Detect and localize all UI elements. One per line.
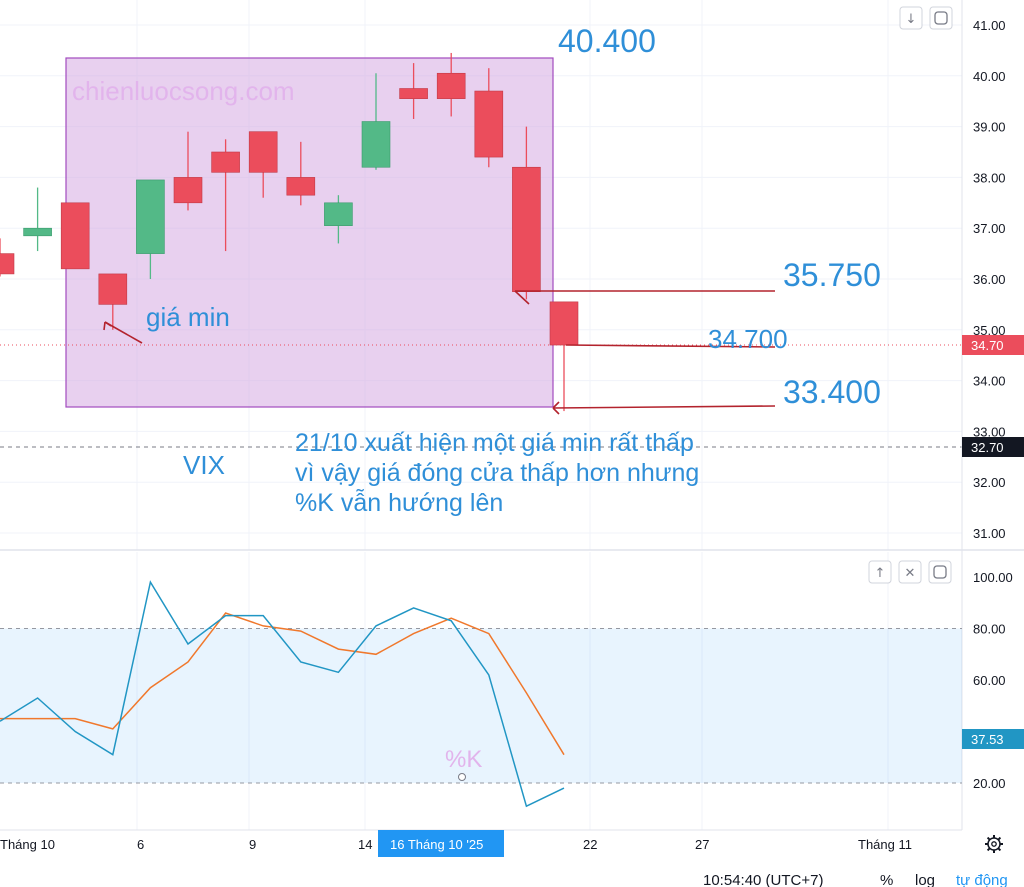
- candle: [512, 126, 541, 300]
- y-tick-label: 20.00: [973, 776, 1006, 791]
- candles: [0, 52, 579, 412]
- y-tick-label: 38.00: [973, 170, 1006, 185]
- maximize-pane-button[interactable]: [929, 6, 953, 30]
- candle-body: [211, 151, 240, 173]
- annotation-lines: [103, 290, 776, 415]
- candle-body: [136, 179, 165, 254]
- arrow-down-icon: ↓: [906, 12, 917, 27]
- y-tick-label: 32.00: [973, 475, 1006, 490]
- y-tick-label: 39.00: [973, 120, 1006, 135]
- y-tick-label: 40.00: [973, 69, 1006, 84]
- y-tick-label: 80.00: [973, 622, 1006, 637]
- y-tick-label: 36.00: [973, 272, 1006, 287]
- x-tick-label: Tháng 10: [0, 837, 55, 852]
- stochastic-grid: [136, 552, 889, 830]
- note-line-3: %K vẫn hướng lên: [295, 488, 503, 517]
- stochastic-band: [0, 628, 962, 783]
- candle-body: [0, 253, 15, 275]
- last-price-tag-text: 34.70: [971, 338, 1004, 353]
- x-tick-label: 27: [695, 837, 709, 852]
- candle-body: [23, 227, 52, 237]
- arrow-up-icon: ↑: [875, 566, 886, 581]
- candle-body: [98, 273, 128, 305]
- candle-body: [549, 301, 579, 346]
- auto-toggle[interactable]: tự động: [956, 872, 1008, 887]
- stochastic-k-line: [0, 580, 565, 808]
- candle-body: [286, 177, 316, 196]
- log-toggle[interactable]: log: [915, 872, 935, 887]
- close-annotation: 34.700: [708, 324, 788, 354]
- candle: [23, 187, 52, 252]
- scroll-down-button[interactable]: ↓: [899, 6, 923, 30]
- candle: [324, 195, 353, 244]
- close-pane-button[interactable]: ✕: [898, 560, 922, 584]
- candle-body: [436, 72, 466, 99]
- y-tick-label: 37.00: [973, 221, 1006, 236]
- y-tick-label: 60.00: [973, 673, 1006, 688]
- y-tick-label: 33.00: [973, 424, 1006, 439]
- maximize-stochastic-button[interactable]: [928, 560, 952, 584]
- status-time: 10:54:40 (UTC+7): [703, 872, 823, 887]
- candle: [211, 139, 240, 252]
- candle: [436, 52, 466, 117]
- y-tick-label: 35.00: [973, 323, 1006, 338]
- gear-icon[interactable]: [985, 835, 1003, 853]
- min-annotation: giá min: [146, 302, 230, 332]
- candle: [399, 63, 428, 119]
- price-axis[interactable]: 41.00 40.00 39.00 38.00 37.00 36.00 35.00 34.00…: [973, 18, 1006, 541]
- y-tick-label: 31.00: [973, 526, 1006, 541]
- candle: [98, 273, 128, 330]
- marker-price-tag: [962, 437, 1024, 457]
- candle: [173, 131, 203, 211]
- candle: [361, 73, 391, 170]
- k-label-point: [458, 773, 466, 781]
- candle: [60, 202, 90, 270]
- candle-body: [399, 88, 428, 99]
- crosshair-date-tag: [378, 830, 504, 857]
- note-line-1: 21/10 xuất hiện một giá min rất thấp: [295, 429, 694, 457]
- stochastic-value-tag: [962, 729, 1024, 749]
- x-tick-label: 6: [137, 837, 144, 852]
- stochastic-axis[interactable]: 100.00 80.00 60.00 20.00: [973, 570, 1013, 791]
- percent-toggle[interactable]: %: [880, 872, 893, 887]
- y-tick-label: 34.00: [973, 374, 1006, 389]
- note-line-2: vì vậy giá đóng cửa thấp hơn nhưng: [295, 459, 699, 487]
- y-tick-label: 41.00: [973, 18, 1006, 33]
- x-tick-label: 22: [583, 837, 597, 852]
- candle: [0, 238, 15, 277]
- high-annotation: 40.400: [558, 23, 656, 59]
- low-annotation: 33.400: [783, 374, 881, 410]
- close-icon: ✕: [905, 566, 916, 581]
- marker-price-tag-text: 32.70: [971, 440, 1004, 455]
- x-tick-label: 14: [358, 837, 372, 852]
- candle-body: [361, 121, 391, 168]
- time-axis[interactable]: Tháng 10 6 9 14 16 Tháng 10 '25 22 27 Th…: [0, 830, 912, 857]
- candle-body: [324, 202, 353, 226]
- y-tick-label: 100.00: [973, 570, 1013, 585]
- maximize-icon: [934, 11, 948, 25]
- symbol-annotation: VIX: [183, 450, 225, 480]
- candle-body: [512, 166, 541, 293]
- x-tick-label: Tháng 11: [858, 837, 912, 852]
- candle-body: [248, 131, 278, 173]
- watermark-text: chienluocsong.com: [72, 76, 295, 106]
- crosshair-date-text: 16 Tháng 10 '25: [390, 837, 483, 852]
- k-label: %K: [445, 746, 482, 773]
- candle-body: [474, 90, 504, 158]
- move-pane-up-button[interactable]: ↑: [868, 560, 892, 584]
- candle: [136, 179, 165, 279]
- candle: [248, 131, 278, 198]
- maximize-icon: [933, 565, 947, 579]
- candle-body: [173, 177, 203, 204]
- last-price-tag: [962, 335, 1024, 355]
- x-tick-label: 9: [249, 837, 256, 852]
- candle: [549, 301, 579, 412]
- candle-body: [60, 202, 90, 270]
- candle: [474, 68, 504, 168]
- stochastic-d-line: [0, 612, 565, 756]
- close-prev-annotation: 35.750: [783, 257, 881, 293]
- stochastic-value-tag-text: 37.53: [971, 732, 1004, 747]
- candle: [286, 141, 316, 206]
